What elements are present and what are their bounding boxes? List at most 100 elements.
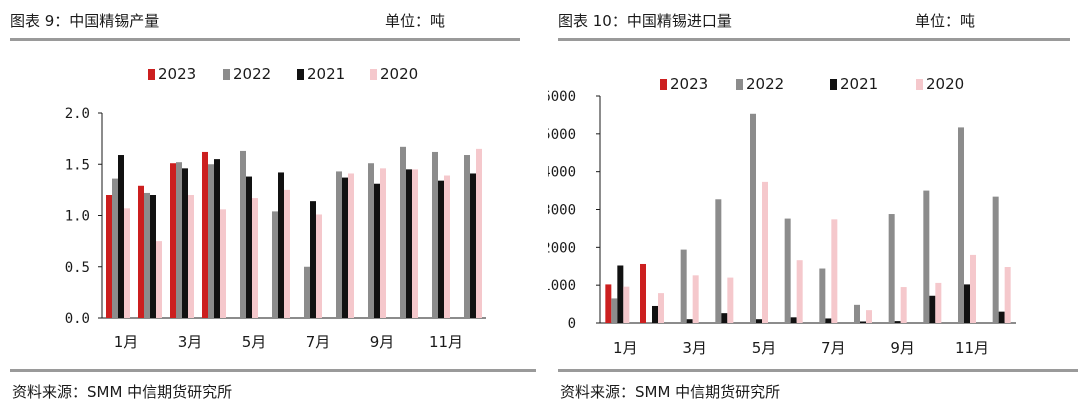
legend-label-2020: 2020 <box>380 65 418 83</box>
x-tick-label: 9月 <box>370 333 395 351</box>
title-divider <box>558 38 1070 41</box>
bar-2022-4月 <box>208 164 214 318</box>
bar-2021-9月 <box>894 321 901 323</box>
bar-2021-5月 <box>756 319 762 323</box>
x-tick-label: 3月 <box>682 339 707 357</box>
bar-2021-7月 <box>825 318 832 323</box>
bar-2020-8月 <box>348 173 354 318</box>
chart-right-svg: 0 1000 2000 3000 4000 5000 6000 1月 3月 5月 7月 9月 11月 20… <box>548 75 1016 357</box>
x-tick-label: 1月 <box>613 339 638 357</box>
bar-2020-4月 <box>220 209 226 318</box>
chart-unit: 单位：吨 <box>385 12 446 30</box>
bar-2020-6月 <box>284 189 290 318</box>
x-tick-label: 1月 <box>114 333 139 351</box>
bar-2022-12月 <box>992 196 999 323</box>
legend-label-2022: 2022 <box>233 65 271 83</box>
bar-2022-6月 <box>272 211 278 318</box>
y-tick-label: 1.5 <box>65 157 90 173</box>
legend-swatch-2020 <box>370 69 377 80</box>
legend-swatch-2020 <box>916 79 923 90</box>
legend-swatch-2022 <box>736 79 743 90</box>
x-tick-label: 3月 <box>178 333 203 351</box>
bar-2020-2月 <box>658 293 664 323</box>
bar-2022-10月 <box>923 190 930 323</box>
bar-2021-11月 <box>964 284 970 323</box>
bar-2020-4月 <box>727 277 734 323</box>
bar-2022-6月 <box>784 218 791 323</box>
bar-2022-9月 <box>368 163 374 318</box>
x-tick-label: 11月 <box>429 333 463 351</box>
x-tick-label: 9月 <box>890 339 915 357</box>
bar-2020-9月 <box>380 168 386 318</box>
bar-2023-2月 <box>640 263 646 323</box>
y-tick-label: 0.0 <box>65 311 90 327</box>
bar-2021-6月 <box>790 317 797 323</box>
chart-panel-left: 图表 9：中国精锡产量 单位：吨 0.0 0.5 1.0 1.5 2.0 1月 3月 5月 7月… <box>10 12 536 401</box>
bar-2022-8月 <box>336 171 342 318</box>
y-tick-label: 4000 <box>548 165 576 181</box>
bar-2023-4月 <box>202 151 208 318</box>
bar-2022-11月 <box>958 127 964 323</box>
chart-source: 资料来源：SMM 中信期货研究所 <box>12 383 233 401</box>
legend-swatch-2021 <box>297 69 304 80</box>
bar-2022-7月 <box>819 268 826 323</box>
y-tick-label: 0 <box>568 316 576 332</box>
chart-left-svg: 0.0 0.5 1.0 1.5 2.0 1月 3月 5月 7月 9月 11月 2023 2022 2021… <box>65 65 486 351</box>
bar-2022-4月 <box>715 199 722 323</box>
bar-2021-7月 <box>310 201 316 318</box>
bar-2020-3月 <box>188 195 194 318</box>
bar-2021-8月 <box>860 321 866 323</box>
bar-2022-1月 <box>112 178 118 318</box>
y-tick-label: 5000 <box>548 127 576 143</box>
y-tick-label: 2000 <box>548 240 576 256</box>
bar-2020-2月 <box>156 241 162 318</box>
chart-title: 图表 9：中国精锡产量 <box>10 12 160 30</box>
legend-swatch-2023 <box>660 79 667 90</box>
y-tick-label: 1000 <box>548 278 576 294</box>
source-divider <box>558 369 1078 372</box>
bar-2022-7月 <box>304 266 310 318</box>
y-tick-label: 6000 <box>548 89 576 105</box>
bar-2021-3月 <box>686 319 693 323</box>
bar-2021-4月 <box>214 159 220 318</box>
x-tick-label: 5月 <box>752 339 777 357</box>
chart-source: 资料来源：SMM 中信期货研究所 <box>560 383 781 401</box>
bar-2021-12月 <box>470 173 476 318</box>
bar-2020-1月 <box>623 286 630 323</box>
bar-2020-10月 <box>935 282 942 323</box>
bar-2021-1月 <box>118 155 124 318</box>
source-divider <box>10 369 536 372</box>
bar-2021-3月 <box>182 168 188 318</box>
x-tick-label: 11月 <box>955 339 989 357</box>
legend-label-2022: 2022 <box>746 75 784 93</box>
x-tick-label: 7月 <box>821 339 846 357</box>
bar-2021-8月 <box>342 177 348 318</box>
y-tick-label: 3000 <box>548 203 576 219</box>
legend-label-2023: 2023 <box>158 65 196 83</box>
bar-2022-12月 <box>464 155 470 318</box>
bar-2021-12月 <box>998 311 1005 323</box>
bar-2021-1月 <box>617 265 624 323</box>
bar-2020-12月 <box>1004 267 1011 323</box>
bar-2020-5月 <box>762 181 768 323</box>
title-divider <box>10 38 520 41</box>
bar-2021-5月 <box>246 176 252 318</box>
bar-2022-3月 <box>680 249 687 323</box>
bar-2021-2月 <box>150 195 156 318</box>
bar-2021-10月 <box>406 169 412 318</box>
bar-2022-5月 <box>240 150 246 318</box>
bar-2022-9月 <box>888 214 895 323</box>
bar-2020-7月 <box>316 214 322 318</box>
bar-2022-10月 <box>400 146 406 318</box>
bar-2020-7月 <box>831 219 838 323</box>
bar-2022-3月 <box>176 162 182 318</box>
bar-2021-4月 <box>721 313 728 323</box>
x-tick-label: 7月 <box>306 333 331 351</box>
legend-label-2020: 2020 <box>926 75 964 93</box>
y-tick-label: 0.5 <box>65 260 90 276</box>
bar-2020-12月 <box>476 148 482 318</box>
legend-label-2021: 2021 <box>307 65 345 83</box>
bar-2022-8月 <box>854 304 860 323</box>
bar-2021-10月 <box>929 295 936 323</box>
legend-swatch-2022 <box>223 69 230 80</box>
